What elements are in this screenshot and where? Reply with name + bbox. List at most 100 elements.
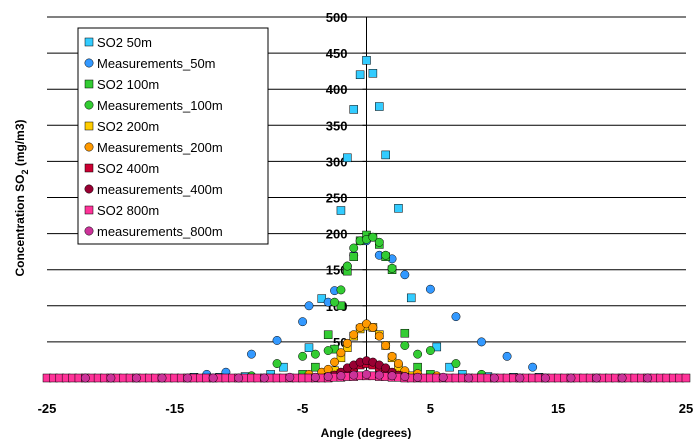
legend-label: SO2 100m	[97, 77, 159, 92]
data-point	[464, 373, 474, 383]
y-tick-label: 450	[326, 46, 348, 61]
legend-marker	[84, 100, 94, 110]
data-point	[323, 372, 333, 382]
y-tick-label: 200	[326, 227, 348, 242]
legend: SO2 50m Measurements_50m SO2 100m Measureme…	[77, 27, 269, 245]
y-tick-label: 250	[326, 191, 348, 206]
legend-marker	[84, 184, 94, 194]
data-point	[298, 317, 308, 327]
data-point	[349, 252, 358, 261]
legend-label: measurements_800m	[97, 224, 223, 239]
data-point	[406, 293, 416, 303]
data-point	[368, 232, 378, 242]
data-point	[272, 336, 282, 345]
legend-marker	[84, 226, 94, 236]
data-point	[438, 372, 448, 382]
legend-marker	[84, 163, 94, 173]
data-point	[477, 337, 486, 347]
data-point	[234, 373, 244, 383]
legend-label: measurements_400m	[97, 182, 223, 197]
data-point	[80, 373, 90, 383]
data-point	[381, 341, 391, 350]
y-tick-label: 150	[326, 263, 348, 278]
data-point	[400, 328, 410, 338]
data-point	[247, 349, 256, 359]
data-point	[336, 371, 346, 381]
y-tick-label: 300	[326, 154, 348, 169]
legend-label: SO2 200m	[97, 119, 159, 134]
data-point	[400, 372, 410, 382]
data-point	[592, 373, 601, 383]
data-point	[374, 331, 384, 341]
data-point	[355, 70, 365, 80]
data-point	[323, 330, 333, 339]
data-point	[387, 371, 397, 381]
data-point	[381, 250, 391, 260]
data-point	[336, 348, 346, 358]
series-10	[80, 369, 653, 383]
data-point	[374, 370, 384, 380]
data-point	[451, 359, 461, 369]
data-point	[374, 237, 384, 247]
y-tick-label: 500	[326, 10, 348, 25]
x-tick-label: 25	[679, 401, 693, 416]
y-axis-label-main: Concentration SO	[13, 175, 27, 277]
data-points	[42, 56, 691, 383]
data-point	[298, 351, 308, 361]
data-point	[368, 323, 378, 332]
data-point	[208, 373, 218, 383]
data-point	[362, 369, 371, 379]
data-point	[362, 56, 371, 65]
legend-label: SO2 50m	[97, 35, 152, 50]
data-point	[381, 150, 390, 160]
data-point	[381, 363, 391, 373]
data-point	[617, 373, 627, 383]
data-point	[285, 372, 295, 382]
data-point	[342, 338, 352, 348]
x-tick-label: -15	[165, 401, 184, 416]
data-point	[349, 105, 358, 114]
series-2	[202, 236, 538, 379]
data-point	[157, 373, 167, 383]
y-axis-label-unit: (mg/m3)	[13, 119, 27, 169]
data-point	[349, 243, 359, 253]
y-axis-label-subscript: 2	[20, 169, 30, 174]
legend-label: Measurements_100m	[97, 98, 223, 113]
data-point	[310, 349, 320, 359]
legend-label: SO2 800m	[97, 203, 159, 218]
legend-marker	[84, 37, 94, 47]
y-axis-label: Concentration SO2 (mg/m3)	[13, 119, 30, 276]
legend-label: Measurements_200m	[97, 140, 223, 155]
data-point	[349, 370, 359, 380]
data-point	[681, 373, 691, 383]
data-point	[259, 373, 269, 383]
data-point	[349, 330, 359, 340]
data-point	[304, 301, 314, 311]
x-tick-label: 15	[551, 401, 565, 416]
x-axis-label: Angle (degrees)	[321, 426, 412, 439]
data-point	[375, 102, 384, 111]
data-point	[106, 373, 116, 383]
data-point	[323, 346, 333, 356]
data-point	[304, 343, 314, 352]
x-tick-label: 5	[427, 401, 434, 416]
data-point	[343, 153, 352, 163]
data-point	[528, 362, 538, 372]
data-point	[540, 373, 550, 383]
data-point	[451, 312, 461, 322]
legend-marker	[84, 205, 94, 215]
data-point	[311, 362, 320, 372]
data-point	[272, 359, 282, 369]
x-tick-label: -5	[297, 401, 309, 416]
legend-box	[77, 27, 269, 245]
legend-label: SO2 400m	[97, 161, 159, 176]
data-point	[132, 373, 141, 383]
data-point	[400, 341, 410, 350]
y-tick-label: 400	[326, 82, 348, 97]
legend-label: Measurements_50m	[97, 56, 216, 71]
data-point	[515, 373, 525, 383]
data-point	[489, 373, 499, 383]
legend-marker	[84, 142, 94, 152]
data-point	[336, 206, 346, 215]
